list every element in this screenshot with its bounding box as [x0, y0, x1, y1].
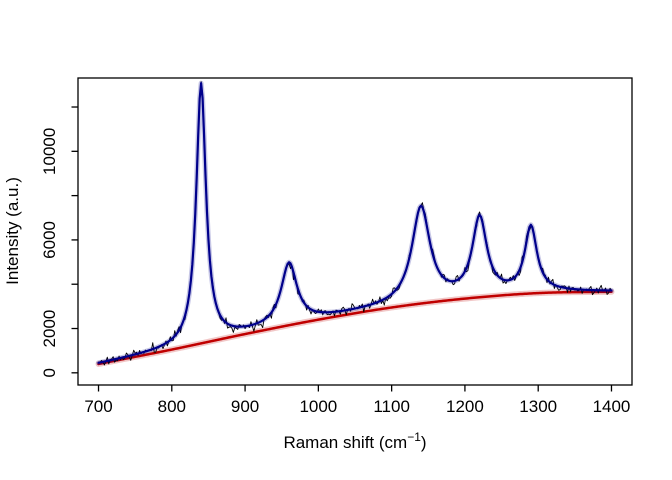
fitted-model-halo	[96, 80, 614, 366]
y-tick-label: 0	[40, 368, 59, 377]
fitted-model-line	[97, 82, 613, 364]
observed-spectrum-line	[98, 81, 612, 366]
x-tick-label: 1100	[373, 397, 410, 416]
x-axis: 700 800 900 1000 1100 1200 1300 1400	[84, 385, 630, 416]
y-axis: 0 2000 6000 10000	[40, 106, 78, 378]
baseline-line	[97, 290, 613, 366]
x-tick-label: 700	[84, 397, 112, 416]
series-group	[95, 80, 615, 367]
y-tick-label: 2000	[40, 310, 59, 348]
x-tick-label: 800	[158, 397, 186, 416]
x-tick-label: 1200	[446, 397, 484, 416]
baseline-halo	[95, 288, 615, 367]
y-tick-label: 10000	[40, 128, 59, 175]
x-tick-label: 1000	[299, 397, 337, 416]
x-tick-label: 900	[231, 397, 259, 416]
x-tick-label: 1400	[593, 397, 631, 416]
x-tick-label: 1300	[519, 397, 557, 416]
x-axis-title: Raman shift (cm−1)	[283, 430, 426, 452]
y-axis-title: Intensity (a.u.)	[3, 177, 22, 285]
plot-box	[77, 77, 633, 386]
y-tick-label: 6000	[40, 221, 59, 259]
